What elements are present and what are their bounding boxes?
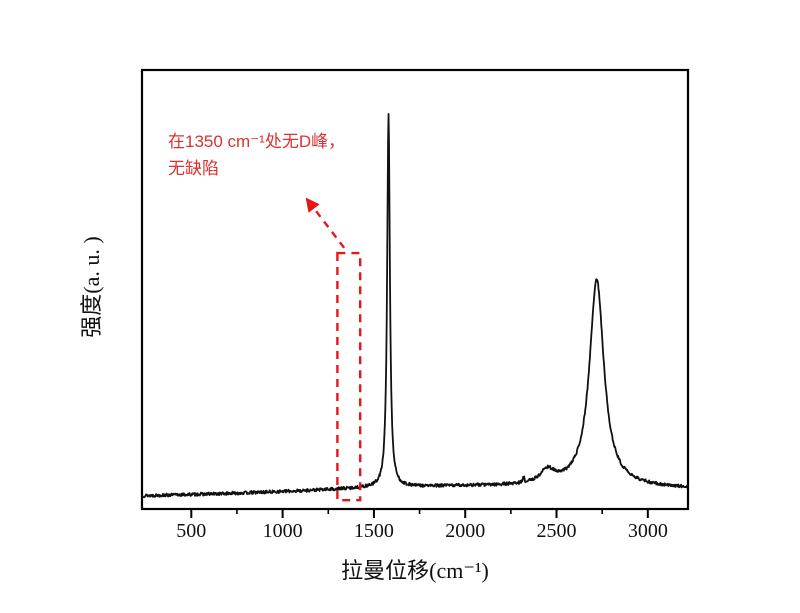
x-tick-label: 2000: [445, 520, 485, 542]
plot-border: [140, 68, 690, 511]
x-tick-label: 1000: [263, 520, 303, 542]
x-axis-label: 拉曼位移(cm⁻¹): [341, 558, 489, 583]
x-tick-label: 2500: [537, 520, 577, 542]
y-axis-label: 强度(a. u. ): [79, 236, 104, 337]
spectrum-trace: [141, 112, 689, 499]
annotation-text-line2: 无缺陷: [168, 159, 219, 178]
no-d-peak-highlight-box: [336, 251, 362, 502]
annotation-arrow: [305, 197, 346, 249]
x-tick-label: 1500: [354, 520, 394, 542]
x-tick-label: 500: [176, 520, 206, 542]
spectrum-line: [141, 112, 689, 499]
x-axis-ticks: 500 1000 1500 2000 2500 3000: [176, 509, 668, 542]
x-tick-label: 3000: [628, 520, 668, 542]
annotation-graphics: [305, 197, 362, 502]
annotation-text-line1: 在1350 cm⁻¹处无D峰，: [168, 132, 345, 151]
